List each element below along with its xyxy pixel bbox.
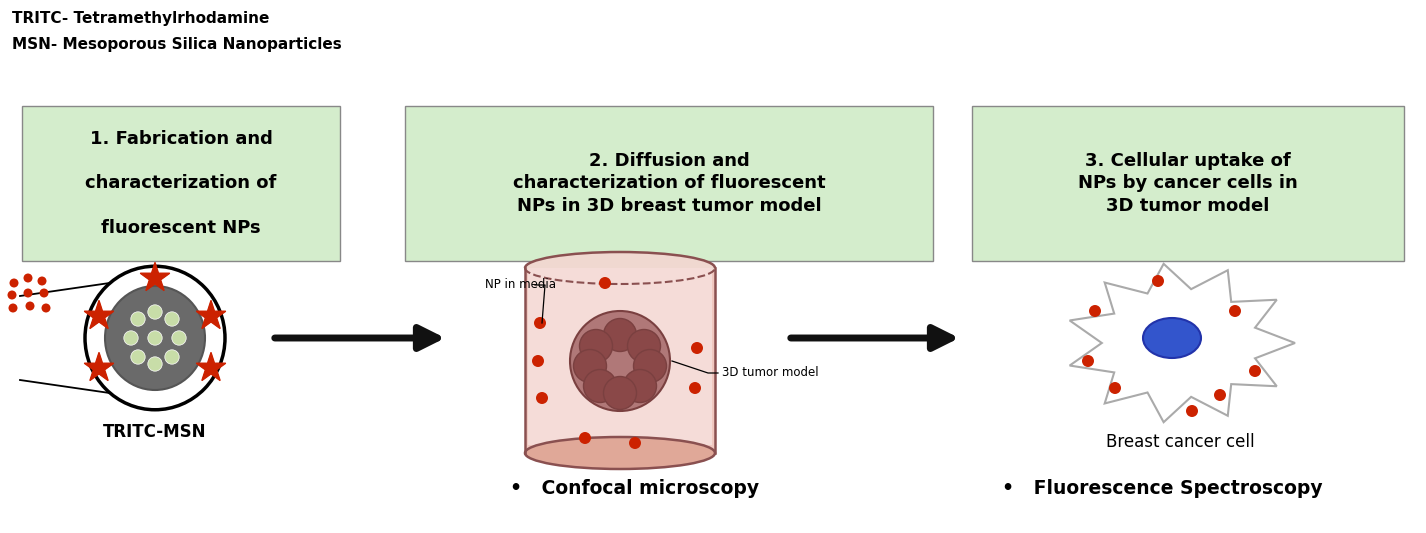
Circle shape [1186,405,1198,417]
Circle shape [573,350,606,383]
Polygon shape [84,301,114,328]
Text: MSN- Mesoporous Silica Nanoparticles: MSN- Mesoporous Silica Nanoparticles [11,37,342,52]
Circle shape [623,369,656,402]
Text: •   Fluorescence Spectroscopy: • Fluorescence Spectroscopy [1002,479,1323,497]
Circle shape [629,437,642,449]
Circle shape [148,357,163,371]
Circle shape [165,312,180,326]
Text: •   Confocal microscopy: • Confocal microscopy [511,479,759,497]
Circle shape [692,342,703,354]
Circle shape [131,312,145,326]
FancyBboxPatch shape [405,106,933,261]
Polygon shape [528,268,712,445]
Circle shape [1152,275,1164,287]
Circle shape [583,369,616,402]
Text: Breast cancer cell: Breast cancer cell [1105,433,1255,451]
Circle shape [579,432,590,444]
Circle shape [536,392,548,404]
Ellipse shape [1144,318,1201,358]
Circle shape [124,331,138,345]
Circle shape [633,350,666,383]
Circle shape [7,290,17,300]
Circle shape [1229,305,1241,317]
Ellipse shape [525,252,714,284]
Circle shape [533,317,546,329]
Text: 1. Fabrication and

characterization of

fluorescent NPs: 1. Fabrication and characterization of f… [86,130,277,237]
Text: 3. Cellular uptake of
NPs by cancer cells in
3D tumor model: 3. Cellular uptake of NPs by cancer cell… [1078,152,1298,215]
Circle shape [41,303,50,312]
Polygon shape [140,262,170,290]
Circle shape [579,329,613,362]
Polygon shape [1070,264,1295,422]
Circle shape [148,305,163,319]
Circle shape [10,279,19,287]
Circle shape [570,311,670,411]
Circle shape [1082,355,1094,367]
Ellipse shape [86,266,225,410]
Circle shape [26,302,34,311]
Circle shape [9,303,17,312]
FancyBboxPatch shape [21,106,339,261]
Text: TRITC-MSN: TRITC-MSN [103,423,207,441]
Circle shape [165,350,180,364]
Circle shape [599,277,610,289]
Polygon shape [197,352,225,381]
Circle shape [603,376,636,409]
Circle shape [1214,389,1226,401]
Circle shape [532,355,543,367]
Circle shape [148,331,163,345]
FancyBboxPatch shape [973,106,1405,261]
Circle shape [23,273,33,282]
Circle shape [603,319,636,351]
Circle shape [627,329,660,362]
Polygon shape [525,268,714,453]
Circle shape [40,288,48,297]
Circle shape [1249,365,1261,377]
Circle shape [171,331,187,345]
Circle shape [37,277,47,286]
Ellipse shape [525,437,714,469]
Circle shape [1089,305,1101,317]
Circle shape [131,350,145,364]
Circle shape [23,288,33,297]
Ellipse shape [106,286,205,390]
Polygon shape [197,301,225,328]
Text: 2. Diffusion and
characterization of fluorescent
NPs in 3D breast tumor model: 2. Diffusion and characterization of flu… [513,152,826,215]
Circle shape [1109,382,1121,394]
Text: TRITC- Tetramethylrhodamine: TRITC- Tetramethylrhodamine [11,11,270,26]
Text: 3D tumor model: 3D tumor model [722,367,819,379]
Circle shape [689,382,702,394]
Polygon shape [84,352,114,381]
Text: NP in media: NP in media [485,279,556,292]
